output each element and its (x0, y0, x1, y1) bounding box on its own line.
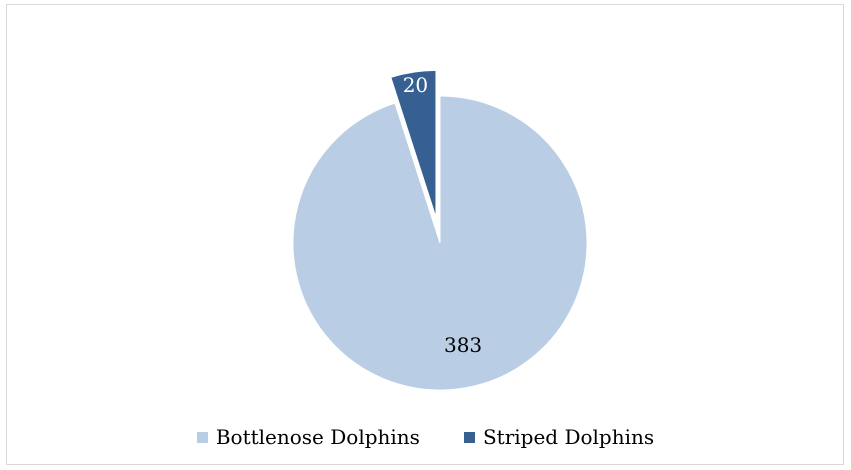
legend-item-striped-dolphins: Striped Dolphins (463, 425, 655, 449)
legend-label-bottlenose-dolphins: Bottlenose Dolphins (215, 425, 420, 449)
legend-swatch-bottlenose-dolphins (196, 431, 208, 443)
legend-swatch-striped-dolphins (463, 431, 475, 443)
legend-label-striped-dolphins: Striped Dolphins (482, 425, 655, 449)
data-label-bottlenose-dolphins: 383 (444, 333, 482, 357)
legend-item-bottlenose-dolphins: Bottlenose Dolphins (196, 425, 420, 449)
slice-striped-dolphins (390, 69, 437, 218)
data-label-striped-dolphins: 20 (403, 73, 428, 97)
legend: Bottlenose Dolphins Striped Dolphins (0, 420, 851, 454)
slice-bottlenose-dolphins (292, 95, 588, 391)
